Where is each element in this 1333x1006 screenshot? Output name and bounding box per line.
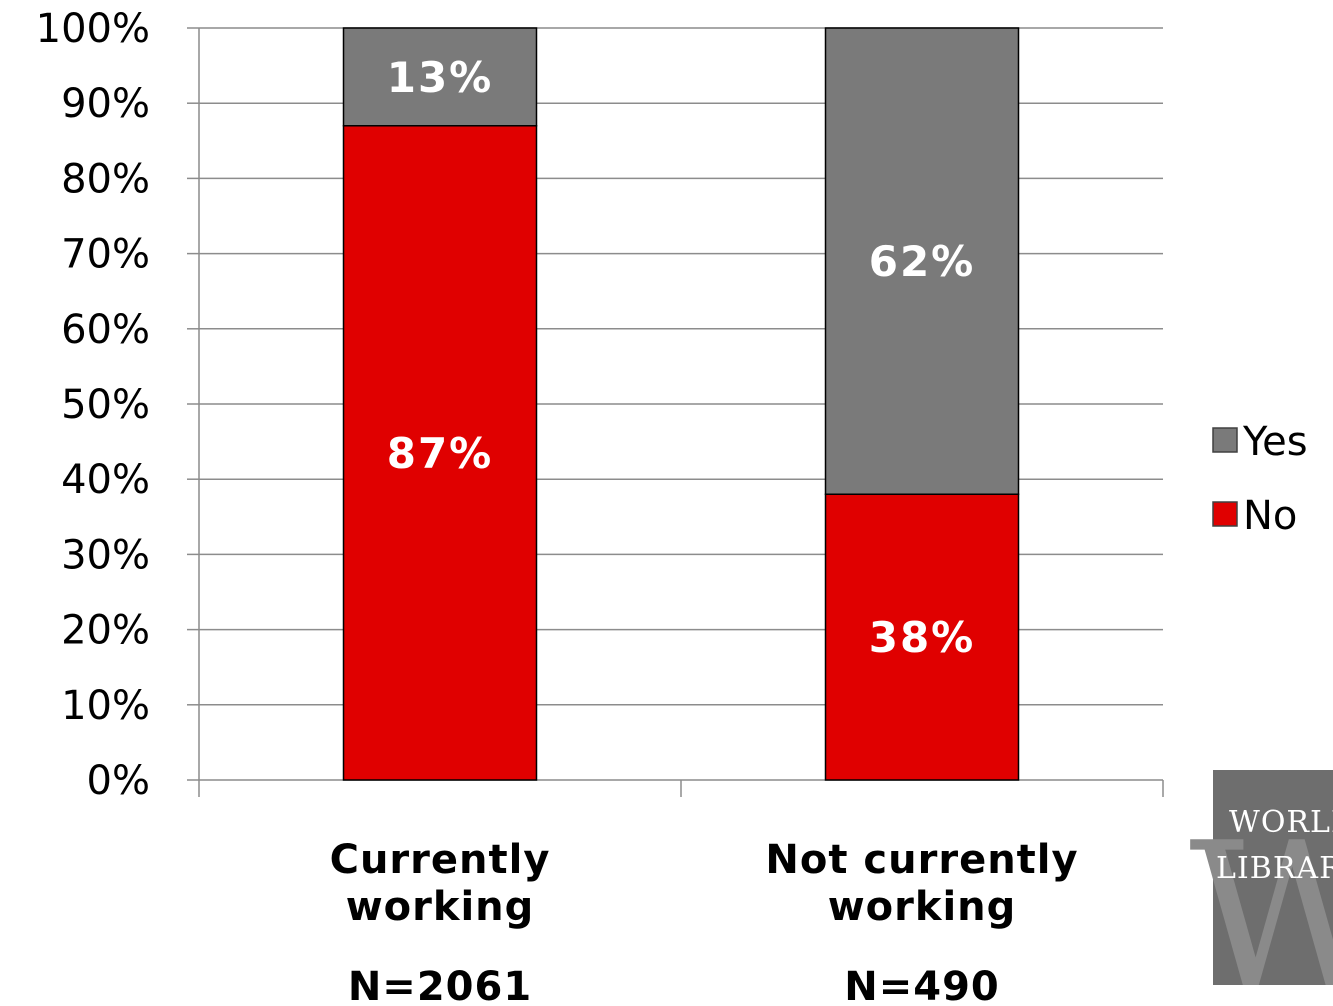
x-category-label: Not currently [765, 837, 1078, 883]
bars [342, 27, 1020, 781]
data-labels: 87% 13% 38% 62% [387, 53, 976, 662]
legend-label-yes: Yes [1242, 419, 1308, 465]
y-tick-label: 90% [61, 81, 150, 127]
bar-segment-yes [342, 27, 538, 127]
y-axis-tick-labels: 0% 10% 20% 30% 40% 50% 60% 70% 80% 90% 100% [36, 6, 150, 804]
bar-segment-yes [824, 27, 1020, 495]
y-tick-label: 70% [61, 232, 150, 278]
legend-label-no: No [1243, 493, 1297, 539]
x-category-label: working [828, 884, 1017, 930]
data-label: 13% [387, 53, 494, 102]
bar-segment-no [824, 493, 1020, 781]
data-label: 87% [387, 429, 494, 478]
logo-watermark-letter: W [1189, 800, 1333, 1006]
y-tick-label: 10% [61, 683, 150, 729]
world-library-logo: W WORLD LIBRARY [1189, 770, 1333, 1006]
logo-line-2: LIBRARY [1216, 851, 1333, 886]
x-category-label: Currently [330, 837, 551, 883]
y-tick-label: 50% [61, 382, 150, 428]
legend-swatch-no [1212, 501, 1238, 527]
y-tick-label: 100% [36, 6, 150, 52]
data-label: 38% [869, 613, 976, 662]
bar-segment-no [342, 125, 538, 781]
legend-swatch-yes [1212, 427, 1238, 453]
y-tick-label: 30% [61, 532, 150, 578]
legend: Yes No [1212, 419, 1308, 539]
logo-background [1213, 770, 1333, 985]
x-category-n-label: N=490 [844, 964, 1000, 1006]
logo-line-1: WORLD [1229, 805, 1333, 840]
data-label: 62% [869, 237, 976, 286]
y-tick-label: 20% [61, 608, 150, 654]
x-category-label: working [346, 884, 535, 930]
x-category-n-label: N=2061 [348, 964, 532, 1006]
y-tick-label: 60% [61, 307, 150, 353]
y-tick-label: 40% [61, 457, 150, 503]
y-tick-label: 80% [61, 156, 150, 202]
y-tick-label: 0% [87, 758, 150, 804]
